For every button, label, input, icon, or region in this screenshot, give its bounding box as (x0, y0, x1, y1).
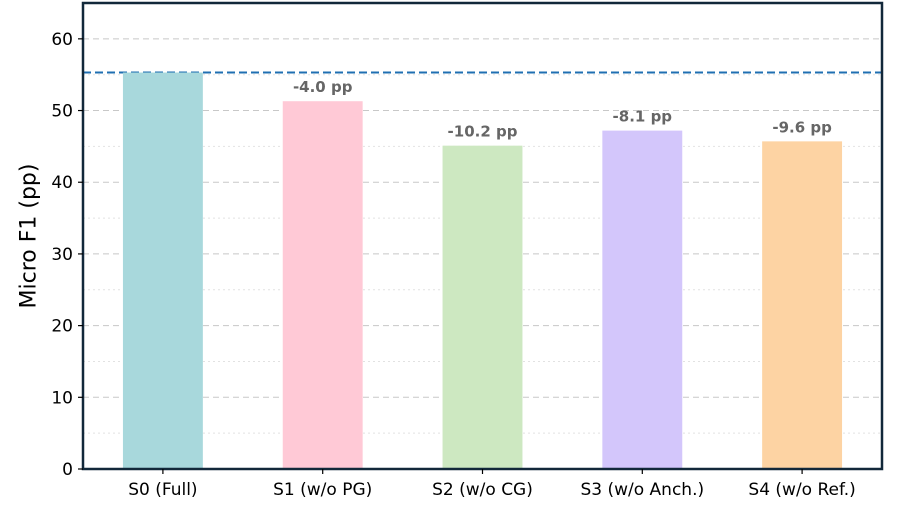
delta-label: -8.1 pp (613, 108, 673, 126)
bar (442, 145, 523, 469)
bar (762, 141, 843, 469)
delta-labels: -4.0 pp -10.2 pp -8.1 pp -9.6 pp (293, 78, 832, 140)
y-axis-label: Micro F1 (pp) (17, 164, 42, 309)
grid-lines (83, 38, 882, 434)
x-axis-ticks: S0 (Full) S1 (w/o PG) S2 (w/o CG) S3 (w/o A… (128, 469, 856, 500)
y-tick-label: 60 (51, 30, 73, 50)
x-tick-label: S1 (w/o PG) (273, 480, 372, 500)
x-tick-label: S3 (w/o Anch.) (580, 480, 704, 500)
x-tick-label: S4 (w/o Ref.) (748, 480, 855, 500)
bar (602, 130, 683, 469)
x-tick-label: S2 (w/o CG) (432, 480, 533, 500)
x-tick-label: S0 (Full) (128, 480, 197, 500)
y-tick-label: 20 (51, 317, 73, 337)
y-tick-label: 40 (51, 173, 73, 193)
y-tick-label: 30 (51, 245, 73, 265)
y-tick-label: 50 (51, 102, 73, 122)
y-tick-label: 10 (51, 388, 73, 408)
bar (282, 101, 363, 470)
y-tick-label: 0 (62, 460, 73, 480)
delta-label: -4.0 pp (293, 78, 353, 96)
bar (122, 72, 203, 470)
delta-label: -9.6 pp (772, 118, 832, 136)
delta-label: -10.2 pp (448, 123, 518, 141)
bars (122, 72, 843, 470)
y-axis-ticks: 0 10 20 30 40 50 60 (51, 30, 83, 480)
